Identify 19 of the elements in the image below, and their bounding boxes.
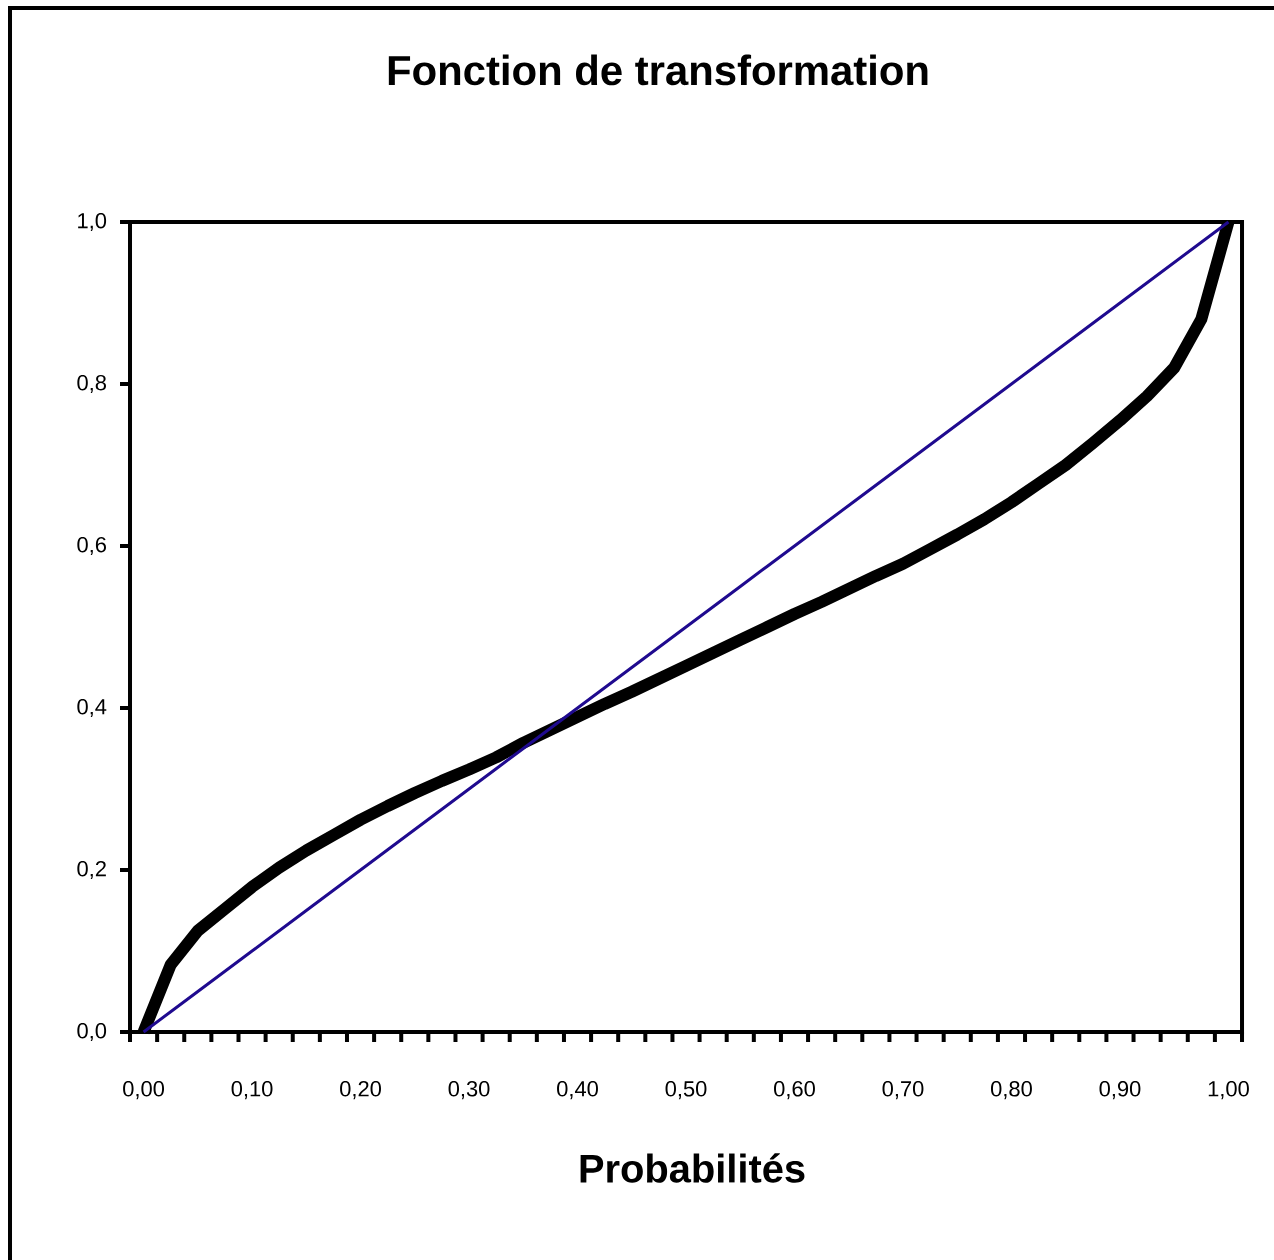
y-tick-label: 0,2	[77, 860, 106, 880]
x-tick-label: 0,90	[1099, 1081, 1141, 1100]
y-tick-label: 1,0	[78, 212, 107, 232]
x-tick-label: 0,40	[557, 1081, 598, 1100]
x-axis-title: Probabilités	[580, 1153, 805, 1183]
x-tick-label: 0,50	[665, 1081, 707, 1100]
y-tick-label: 0,6	[77, 536, 106, 556]
y-tick-label: 0,4	[77, 698, 107, 718]
y-tick-label: 0,8	[77, 374, 106, 394]
x-tick-label: 0,80	[990, 1081, 1032, 1100]
x-tick-label: 0,20	[340, 1081, 381, 1100]
x-tick-label: 1,00	[1208, 1081, 1249, 1100]
x-tick-label: 0,60	[774, 1081, 815, 1100]
y-tick-label: 0,0	[77, 1022, 107, 1042]
x-tick-label: 0,70	[882, 1081, 924, 1100]
x-tick-label: 0,10	[231, 1081, 273, 1100]
x-tick-label: 0,00	[123, 1081, 165, 1100]
x-tick-label: 0,30	[448, 1081, 490, 1100]
chart-title: Fonction de transformation	[388, 54, 928, 86]
